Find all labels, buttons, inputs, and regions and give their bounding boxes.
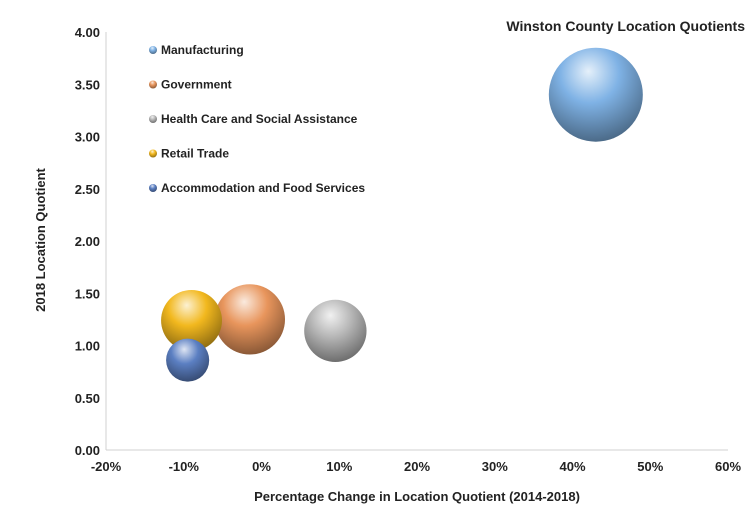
- y-tick-label: 1.00: [75, 339, 100, 354]
- y-tick-labels: 0.00 0.50 1.00 1.50 2.00 2.50 3.00 3.50 4.00: [75, 25, 100, 458]
- x-tick-label: -10%: [169, 459, 200, 474]
- legend: Manufacturing Government Health Care and S…: [149, 43, 365, 195]
- y-tick-label: 0.00: [75, 443, 100, 458]
- legend-label: Retail Trade: [161, 147, 229, 161]
- x-tick-label: 10%: [326, 459, 352, 474]
- y-tick-label: 0.50: [75, 391, 100, 406]
- bubble-government: [214, 284, 286, 355]
- bubble-accommodation-and-food-services: [166, 338, 210, 382]
- x-tick-label: 30%: [482, 459, 508, 474]
- bubble-health-care-and-social-assistance: [304, 299, 367, 363]
- x-axis-title: Percentage Change in Location Quotient (…: [254, 489, 580, 504]
- y-tick-label: 1.50: [75, 286, 100, 301]
- y-axis-title: 2018 Location Quotient: [33, 167, 48, 311]
- y-tick-label: 2.50: [75, 182, 100, 197]
- y-tick-label: 3.00: [75, 130, 100, 145]
- x-tick-labels: -20% -10% 0% 10% 20% 30% 40% 50% 60%: [91, 459, 742, 474]
- y-tick-label: 2.00: [75, 234, 100, 249]
- legend-label: Government: [161, 78, 232, 92]
- legend-marker: [149, 184, 157, 192]
- bubble-manufacturing: [548, 47, 643, 142]
- legend-marker: [149, 115, 157, 123]
- legend-marker: [149, 149, 157, 158]
- x-tick-label: 20%: [404, 459, 430, 474]
- bubbles: [161, 47, 643, 382]
- legend-marker: [149, 80, 157, 89]
- chart-title: Winston County Location Quotients: [506, 18, 745, 34]
- legend-marker: [149, 46, 157, 54]
- x-tick-label: 60%: [715, 459, 741, 474]
- x-tick-label: 50%: [637, 459, 663, 474]
- legend-label: Accommodation and Food Services: [161, 181, 365, 195]
- legend-label: Manufacturing: [161, 43, 244, 57]
- y-tick-label: 4.00: [75, 25, 100, 40]
- bubble-retail-trade: [161, 289, 222, 351]
- y-tick-label: 3.50: [75, 77, 100, 92]
- x-tick-label: 0%: [252, 459, 271, 474]
- legend-label: Health Care and Social Assistance: [161, 112, 358, 126]
- x-tick-label: 40%: [559, 459, 585, 474]
- x-tick-label: -20%: [91, 459, 122, 474]
